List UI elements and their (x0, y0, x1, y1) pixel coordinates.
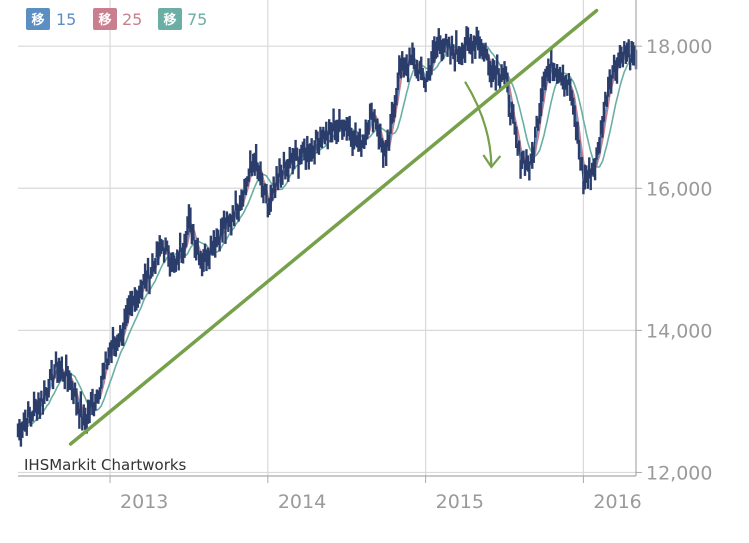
legend-badge-ma-25 (93, 8, 117, 30)
legend-item-ma-25[interactable]: 移 25 (93, 8, 142, 30)
legend-item-ma-75[interactable]: 移 75 (158, 8, 207, 30)
legend-label-ma-15: 15 (56, 10, 76, 29)
source-watermark: IHSMarkit Chartworks (24, 456, 187, 474)
price-line (17, 34, 637, 436)
legend-badge-ma-75 (158, 8, 182, 30)
trend-annotation (68, 8, 599, 446)
legend-label-ma-75: 75 (187, 10, 207, 29)
trend-line (68, 8, 599, 446)
legend-badge-text-ma-15: 移 (31, 12, 44, 28)
legend-badge-ma-15 (26, 8, 50, 30)
legend-label-ma-25: 25 (122, 10, 142, 29)
legend: 移 15 移 25 移 75 (26, 8, 207, 30)
y-tick-label: 12,000 (646, 462, 712, 484)
x-tick-label: 2013 (120, 491, 168, 513)
legend-badge-text-ma-75: 移 (163, 12, 176, 28)
legend-item-ma-15[interactable]: 移 15 (26, 8, 76, 30)
x-tick-label: 2015 (436, 491, 484, 513)
legend-badge-text-ma-25: 移 (98, 12, 111, 28)
x-tick-label: 2014 (278, 491, 326, 513)
trend-arrow-head (482, 154, 502, 169)
x-tick-label: 2016 (593, 491, 641, 513)
price-layer (16, 26, 638, 447)
y-tick-label: 18,000 (646, 36, 712, 58)
trend-arrow-shaft (464, 81, 493, 167)
y-tick-label: 14,000 (646, 320, 712, 342)
y-tick-label: 16,000 (646, 178, 712, 200)
axes: 12,000 14,000 16,000 18,000 2013 2014 2015 2016 (18, 0, 712, 513)
